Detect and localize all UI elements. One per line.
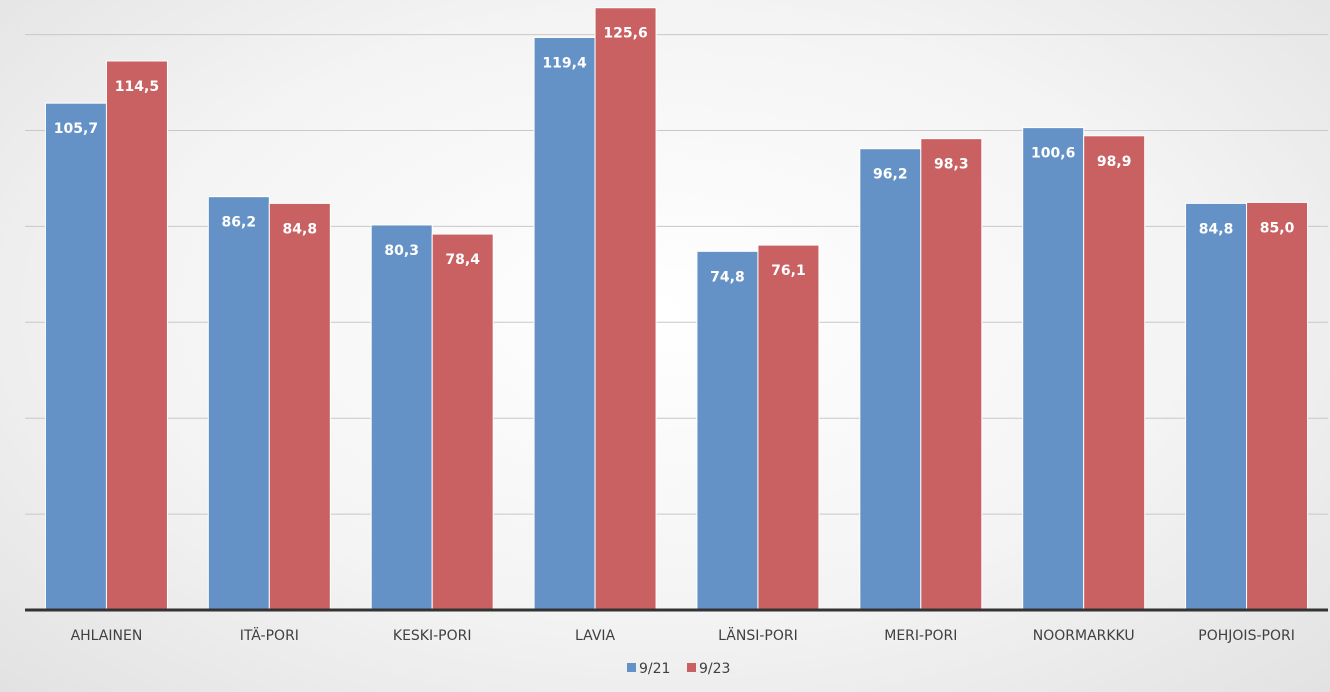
category-label: LÄNSI-PORI xyxy=(718,626,798,644)
bar-9-23 xyxy=(920,138,983,611)
bar-9-23 xyxy=(757,244,820,611)
data-label: 85,0 xyxy=(1260,220,1295,236)
legend-label-9-21: 9/21 xyxy=(639,661,670,677)
legend-swatch-9-21 xyxy=(627,663,636,672)
category-label: MERI-PORI xyxy=(884,628,957,644)
bars xyxy=(44,7,1309,611)
legend-label-9-23: 9/23 xyxy=(699,661,730,677)
bar-9-21 xyxy=(696,250,759,611)
bar-9-21 xyxy=(207,196,270,611)
category-label: NOORMARKKU xyxy=(1033,628,1135,644)
data-label: 125,6 xyxy=(603,26,647,42)
category-label: LAVIA xyxy=(575,628,616,644)
bar-9-23 xyxy=(594,7,657,611)
data-label: 84,8 xyxy=(1199,221,1234,237)
data-label: 80,3 xyxy=(384,243,419,259)
data-label: 105,7 xyxy=(54,121,98,137)
data-label: 98,3 xyxy=(934,157,969,173)
category-label: AHLAINEN xyxy=(71,628,143,644)
bar-9-23 xyxy=(268,202,331,611)
bar-9-21 xyxy=(1185,202,1248,611)
bar-9-23 xyxy=(1083,135,1146,611)
data-label: 98,9 xyxy=(1097,154,1132,170)
data-label: 78,4 xyxy=(445,252,480,268)
bar-9-21 xyxy=(1022,127,1085,611)
bar-9-23 xyxy=(431,233,494,611)
category-label: KESKI-PORI xyxy=(393,628,472,644)
bar-9-23 xyxy=(105,60,168,611)
data-label: 114,5 xyxy=(115,79,159,95)
legend-swatch-9-23 xyxy=(687,663,696,672)
bar-9-23 xyxy=(1246,201,1309,611)
bar-9-21 xyxy=(44,102,107,611)
category-labels: AHLAINEN ITÄ-PORI KESKI-PORI LAVIA LÄNSI-POR… xyxy=(71,626,1295,644)
bar-9-21 xyxy=(370,224,433,611)
category-label: POHJOIS-PORI xyxy=(1198,628,1295,644)
category-label: ITÄ-PORI xyxy=(240,626,299,644)
data-label: 74,8 xyxy=(710,269,745,285)
data-label: 100,6 xyxy=(1031,146,1075,162)
data-label: 86,2 xyxy=(222,215,257,231)
bar-9-21 xyxy=(533,36,596,611)
legend: 9/21 9/23 xyxy=(627,661,730,677)
data-label: 96,2 xyxy=(873,167,908,183)
data-labels: 105,7 114,5 86,2 84,8 80,3 78,4 119,4 125,6 74,8… xyxy=(54,26,1295,286)
data-label: 119,4 xyxy=(542,55,587,71)
bar-9-21 xyxy=(859,148,922,611)
data-label: 84,8 xyxy=(283,221,318,237)
data-label: 76,1 xyxy=(771,263,806,279)
